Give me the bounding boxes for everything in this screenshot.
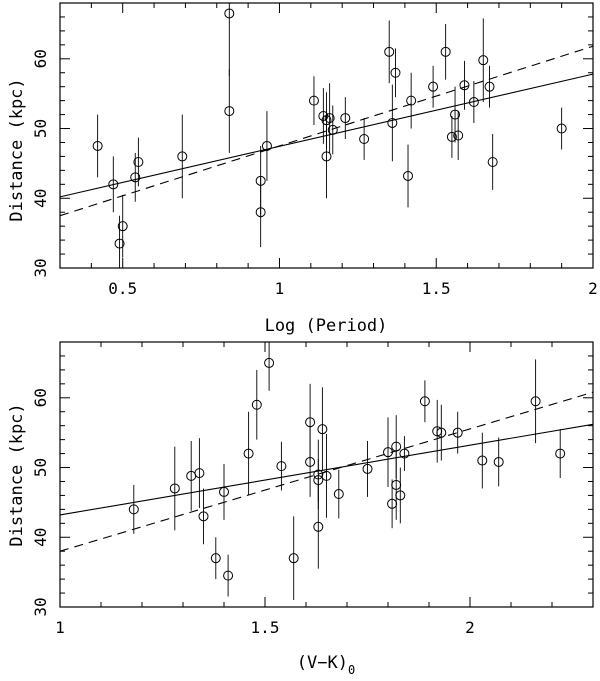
bottom-data-point	[251, 399, 262, 410]
top-data-point	[446, 131, 457, 142]
bottom-data-point	[452, 427, 463, 438]
bottom-data-point	[477, 455, 488, 466]
bottom-data-point	[555, 448, 566, 459]
top-data-point	[327, 124, 338, 135]
top-xtick-label: 1.5	[422, 279, 451, 298]
top-x-axis-label: Log (Period)	[265, 316, 388, 336]
bottom-data-point	[333, 489, 344, 500]
top-data-point	[117, 221, 128, 232]
top-data-point	[359, 133, 370, 144]
top-data-point	[453, 130, 464, 141]
bottom-data-point	[198, 511, 209, 522]
top-data-point	[403, 170, 414, 181]
top-data-point	[428, 81, 439, 92]
top-data-point	[468, 97, 479, 108]
top-ytick-label: 60	[31, 49, 50, 68]
chart-top-panel: 0.5 1 1.5 2 30 40 50 60 Log (Period) Dis…	[7, 2, 598, 336]
top-data-point	[450, 109, 461, 120]
bottom-data-point	[223, 570, 234, 581]
top-data-point	[224, 106, 235, 117]
bottom-xtick-label: 2	[465, 618, 475, 637]
bottom-data-point	[391, 441, 402, 452]
bottom-data-point	[128, 504, 139, 515]
top-data-point	[224, 8, 235, 19]
top-data-point	[387, 117, 398, 128]
top-data-point	[255, 175, 266, 186]
bottom-xtick-label: 1	[55, 618, 65, 637]
bottom-x-axis-label: (V−K)0	[297, 653, 355, 677]
top-xtick-label: 0.5	[108, 279, 137, 298]
bottom-data-point	[432, 426, 443, 437]
bottom-data-point	[419, 396, 430, 407]
top-data-point	[478, 55, 489, 66]
bottom-data-point	[313, 469, 324, 480]
bottom-data-point	[305, 456, 316, 467]
top-ytick-label: 30	[31, 258, 50, 277]
bottom-data-point	[399, 448, 410, 459]
top-y-axis-label: Distance (kpc)	[7, 78, 27, 221]
top-data-point	[556, 123, 567, 134]
top-data-point	[133, 157, 144, 167]
bottom-data-point	[321, 470, 332, 481]
bottom-data-point	[317, 424, 328, 435]
top-data-point	[114, 238, 125, 249]
bottom-x-axis-label-main: (V−K)	[297, 653, 348, 673]
top-data-point	[384, 46, 395, 57]
bottom-ytick-label: 60	[31, 388, 50, 407]
bottom-data-point	[387, 498, 398, 509]
bottom-data-point	[313, 475, 324, 486]
top-data-point	[406, 95, 417, 106]
top-data-point	[440, 46, 451, 57]
top-data-point	[484, 81, 495, 92]
top-fit-line-dashed	[59, 45, 594, 217]
top-plot-frame	[59, 2, 594, 269]
bottom-x-axis-label-subscript: 0	[348, 663, 355, 677]
bottom-y-axis-label: Distance (kpc)	[7, 403, 27, 546]
bottom-data-point	[391, 479, 402, 490]
top-data-point	[390, 67, 401, 78]
bottom-data-point	[210, 553, 221, 564]
bottom-data-point	[362, 463, 373, 474]
top-data-point	[177, 151, 188, 162]
bottom-data-point	[383, 447, 393, 458]
bottom-data-point	[436, 427, 447, 438]
bottom-plot-frame	[59, 341, 594, 608]
bottom-data-point	[395, 490, 406, 501]
bottom-ytick-label: 40	[31, 528, 50, 547]
bottom-ytick-label: 30	[31, 597, 50, 616]
bottom-data-point	[169, 483, 180, 494]
top-data-point	[487, 157, 498, 167]
top-ytick-label: 50	[31, 119, 50, 138]
top-data-point	[92, 140, 103, 151]
top-data-point	[324, 113, 335, 124]
bottom-data-point	[243, 448, 254, 459]
bottom-data-point	[276, 461, 287, 472]
top-data-point	[321, 151, 332, 162]
bottom-data-point	[493, 456, 504, 467]
top-data-point	[261, 140, 272, 151]
bottom-data-point	[313, 521, 324, 532]
top-data-point	[130, 172, 141, 183]
top-data-point	[340, 113, 351, 124]
bottom-data-point	[288, 553, 299, 564]
top-xtick-label: 2	[588, 279, 598, 298]
bottom-data-point	[194, 468, 205, 479]
top-data-point	[459, 80, 470, 91]
bottom-data-point	[530, 396, 541, 407]
bottom-data-point	[264, 357, 275, 368]
bottom-data-point	[219, 486, 229, 497]
top-xtick-label: 1	[275, 279, 285, 298]
top-data-point	[308, 95, 319, 106]
bottom-xtick-label: 1.5	[251, 618, 280, 637]
top-data-point	[321, 115, 332, 126]
top-ytick-label: 40	[31, 189, 50, 208]
top-data-point	[255, 207, 266, 218]
chart-bottom-panel: 1 1.5 2 30 40 50 60 (V−K)0 Distance (kpc…	[7, 341, 594, 677]
bottom-data-point	[305, 417, 316, 428]
top-data-point	[108, 179, 119, 190]
bottom-ytick-label: 50	[31, 458, 50, 477]
